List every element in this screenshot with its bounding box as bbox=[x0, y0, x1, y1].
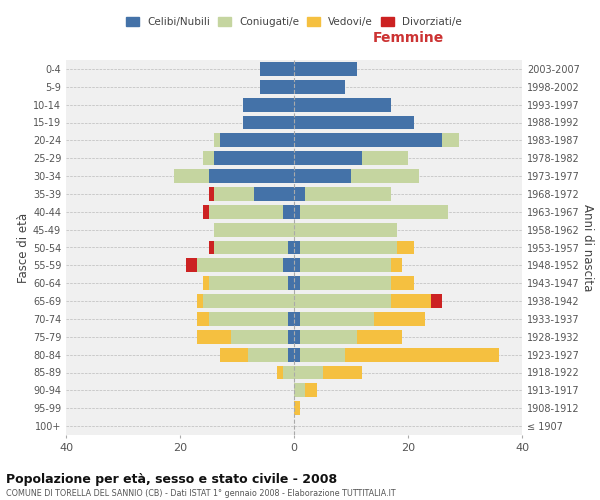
Bar bbox=[294, 258, 300, 272]
Bar bbox=[346, 348, 499, 362]
Bar bbox=[442, 134, 460, 147]
Bar bbox=[391, 294, 431, 308]
Bar bbox=[300, 205, 448, 219]
Bar bbox=[300, 276, 391, 290]
Bar bbox=[197, 312, 209, 326]
Bar bbox=[232, 330, 289, 344]
Y-axis label: Fasce di età: Fasce di età bbox=[17, 212, 30, 282]
Bar bbox=[294, 205, 300, 219]
Bar bbox=[277, 366, 283, 380]
Bar bbox=[431, 294, 442, 308]
Bar bbox=[294, 401, 300, 415]
Bar bbox=[294, 240, 300, 254]
Bar bbox=[300, 348, 346, 362]
Bar bbox=[248, 348, 289, 362]
Bar bbox=[305, 187, 391, 201]
Bar bbox=[260, 62, 294, 76]
Bar bbox=[362, 151, 408, 165]
Bar bbox=[214, 151, 294, 165]
Bar bbox=[203, 151, 214, 165]
Bar bbox=[374, 312, 425, 326]
Bar bbox=[289, 312, 294, 326]
Bar bbox=[260, 80, 294, 94]
Bar bbox=[283, 366, 294, 380]
Bar bbox=[289, 240, 294, 254]
Bar bbox=[294, 98, 391, 112]
Bar bbox=[214, 134, 220, 147]
Bar bbox=[351, 169, 419, 183]
Bar bbox=[300, 240, 397, 254]
Bar bbox=[294, 62, 356, 76]
Bar bbox=[300, 312, 374, 326]
Bar bbox=[209, 205, 283, 219]
Bar bbox=[283, 205, 294, 219]
Bar bbox=[294, 80, 346, 94]
Bar bbox=[300, 258, 391, 272]
Bar bbox=[197, 258, 283, 272]
Bar bbox=[294, 294, 391, 308]
Bar bbox=[294, 134, 442, 147]
Bar bbox=[186, 258, 197, 272]
Bar bbox=[397, 240, 414, 254]
Y-axis label: Anni di nascita: Anni di nascita bbox=[581, 204, 593, 291]
Bar bbox=[294, 330, 300, 344]
Bar bbox=[294, 116, 414, 130]
Text: Popolazione per età, sesso e stato civile - 2008: Popolazione per età, sesso e stato civil… bbox=[6, 472, 337, 486]
Bar bbox=[214, 222, 294, 236]
Bar bbox=[209, 240, 214, 254]
Bar bbox=[289, 348, 294, 362]
Bar bbox=[305, 384, 317, 398]
Bar bbox=[294, 151, 362, 165]
Bar bbox=[294, 187, 305, 201]
Bar bbox=[254, 187, 294, 201]
Bar bbox=[203, 294, 294, 308]
Bar bbox=[294, 348, 300, 362]
Bar bbox=[197, 294, 203, 308]
Bar bbox=[197, 330, 232, 344]
Bar bbox=[356, 330, 403, 344]
Bar bbox=[283, 258, 294, 272]
Bar bbox=[209, 187, 214, 201]
Bar bbox=[203, 276, 209, 290]
Bar bbox=[203, 205, 209, 219]
Bar bbox=[323, 366, 362, 380]
Text: COMUNE DI TORELLA DEL SANNIO (CB) - Dati ISTAT 1° gennaio 2008 - Elaborazione TU: COMUNE DI TORELLA DEL SANNIO (CB) - Dati… bbox=[6, 489, 395, 498]
Bar bbox=[242, 116, 294, 130]
Bar bbox=[294, 366, 323, 380]
Bar bbox=[289, 330, 294, 344]
Bar bbox=[220, 134, 294, 147]
Bar bbox=[391, 258, 402, 272]
Bar bbox=[214, 240, 289, 254]
Bar bbox=[294, 276, 300, 290]
Bar bbox=[209, 169, 294, 183]
Bar bbox=[289, 276, 294, 290]
Bar bbox=[294, 222, 397, 236]
Bar bbox=[391, 276, 414, 290]
Text: Femmine: Femmine bbox=[373, 31, 443, 45]
Bar bbox=[175, 169, 209, 183]
Bar bbox=[220, 348, 248, 362]
Legend: Celibi/Nubili, Coniugati/e, Vedovi/e, Divorziati/e: Celibi/Nubili, Coniugati/e, Vedovi/e, Di… bbox=[122, 12, 466, 32]
Bar bbox=[242, 98, 294, 112]
Bar bbox=[294, 169, 351, 183]
Bar bbox=[214, 187, 254, 201]
Bar bbox=[294, 312, 300, 326]
Bar bbox=[209, 312, 289, 326]
Bar bbox=[209, 276, 289, 290]
Bar bbox=[300, 330, 356, 344]
Bar bbox=[294, 384, 305, 398]
